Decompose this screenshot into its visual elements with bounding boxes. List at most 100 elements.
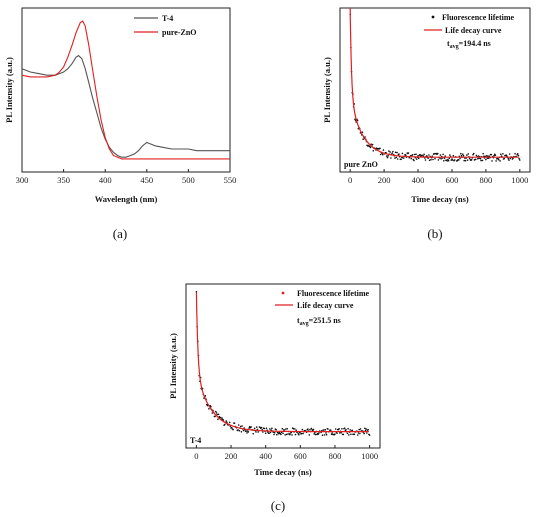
scatter-point — [417, 155, 419, 157]
scatter-point — [388, 150, 390, 152]
x-tick-label: 600 — [446, 175, 459, 185]
scatter-point — [491, 160, 493, 162]
panel-b-axes: 0 200 400 600 800 1000 — [348, 169, 528, 185]
scatter-point — [499, 160, 501, 162]
scatter-point — [294, 433, 297, 436]
scatter-point — [301, 428, 304, 431]
scatter-point — [474, 158, 477, 161]
panel-b-marks — [349, 7, 521, 162]
scatter-point — [364, 429, 367, 432]
scatter-point — [447, 159, 450, 162]
scatter-point — [401, 156, 403, 159]
caption-a: (a) — [113, 226, 127, 241]
scatter-point — [369, 146, 372, 149]
caption-b: (b) — [427, 226, 442, 241]
scatter-point — [330, 429, 332, 432]
scatter-point — [273, 431, 276, 434]
scatter-point — [361, 131, 364, 133]
scatter-point — [508, 159, 510, 161]
scatter-point — [514, 152, 516, 155]
scatter-point — [265, 427, 268, 430]
scatter-point — [255, 426, 258, 428]
scatter-point — [302, 432, 304, 435]
scatter-point — [422, 155, 425, 157]
scatter-point — [338, 428, 340, 430]
x-tick-label: 1000 — [361, 451, 378, 461]
scatter-point — [342, 433, 345, 436]
scatter-point — [382, 153, 384, 156]
scatter-point — [313, 433, 316, 435]
scatter-point — [451, 159, 454, 161]
scatter-point — [391, 152, 394, 154]
x-tick-label: 300 — [16, 175, 29, 185]
scatter-point — [419, 153, 421, 156]
scatter-point — [327, 428, 329, 430]
scatter-point — [239, 425, 242, 428]
scatter-point — [216, 413, 218, 416]
scatter-point — [278, 433, 280, 435]
scatter-point — [437, 159, 440, 161]
scatter-point — [370, 143, 373, 145]
scatter-point — [263, 427, 266, 430]
scatter-point — [363, 432, 365, 435]
scatter-point — [463, 159, 466, 162]
scatter-point — [354, 118, 356, 121]
scatter-point — [371, 143, 374, 146]
scatter-point — [268, 432, 270, 435]
scatter-point — [307, 428, 309, 430]
scatter-point — [464, 159, 467, 162]
scatter-point — [428, 154, 430, 156]
panel-c-xlabel: Time decay (ns) — [254, 467, 312, 477]
scatter-point — [284, 434, 286, 436]
scatter-point — [233, 422, 236, 425]
scatter-point — [475, 154, 478, 157]
scatter-point — [350, 433, 352, 436]
scatter-point — [215, 410, 217, 413]
scatter-point — [271, 427, 273, 430]
scatter-point — [449, 154, 451, 156]
scatter-point — [400, 158, 402, 161]
scatter-point — [470, 158, 473, 161]
scatter-point — [472, 152, 475, 155]
scatter-point — [389, 151, 392, 153]
scatter-point — [439, 154, 442, 156]
scatter-point — [346, 432, 349, 435]
scatter-point — [230, 426, 233, 429]
scatter-point — [407, 152, 410, 154]
x-tick-label: 200 — [225, 451, 238, 461]
scatter-point — [237, 424, 240, 426]
scatter-point — [386, 156, 389, 159]
scatter-point — [281, 427, 284, 430]
scatter-point — [493, 154, 495, 157]
scatter-point — [334, 428, 337, 430]
scatter-point — [359, 428, 362, 430]
panel-a-legend: T-4 pure-ZnO — [134, 14, 197, 37]
scatter-point — [452, 154, 455, 157]
scatter-point — [500, 153, 502, 155]
series-line-pure-zno — [21, 20, 230, 160]
scatter-point — [321, 434, 324, 437]
scatter-point — [480, 159, 482, 162]
x-tick-label: 600 — [294, 451, 307, 461]
scatter-point — [261, 428, 264, 431]
scatter-point — [366, 432, 368, 434]
scatter-point — [221, 417, 223, 419]
decay-fit-curve — [349, 7, 520, 158]
scatter-point — [433, 152, 436, 155]
scatter-point — [330, 433, 333, 436]
legend-marker-fluorescence — [431, 15, 435, 19]
panel-c-ylabel: PL Intensity (a.u.) — [168, 333, 178, 399]
scatter-point — [490, 153, 493, 156]
scatter-point — [459, 157, 461, 160]
scatter-point — [430, 158, 432, 161]
scatter-point — [215, 412, 218, 414]
panel-c-legend: Fluorescence lifetime Life decay curve t… — [275, 289, 369, 327]
panel-a-xlabel: Wavelength (nm) — [95, 194, 158, 204]
scatter-point — [318, 432, 320, 434]
panel-c-annotation: tavg=251.5 ns — [297, 316, 341, 327]
scatter-point — [367, 428, 370, 431]
scatter-point — [224, 423, 226, 426]
scatter-point — [423, 153, 425, 156]
scatter-point — [256, 428, 259, 431]
scatter-point — [467, 153, 470, 155]
